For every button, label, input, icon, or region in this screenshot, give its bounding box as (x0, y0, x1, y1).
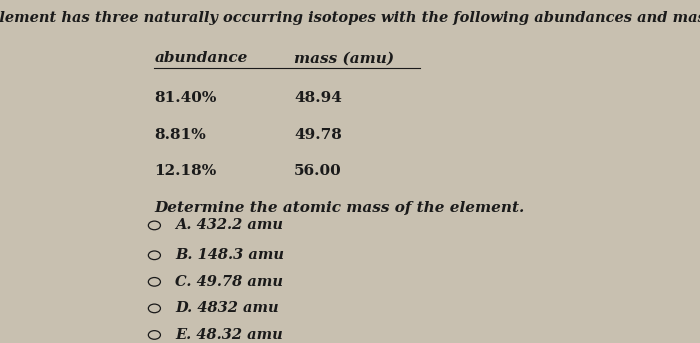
Text: 56.00: 56.00 (294, 164, 342, 178)
Text: 49.78: 49.78 (294, 128, 342, 142)
Text: B. 148.3 amu: B. 148.3 amu (176, 248, 284, 262)
Text: abundance: abundance (155, 51, 248, 65)
Text: E. 48.32 amu: E. 48.32 amu (176, 328, 283, 342)
Text: mass (amu): mass (amu) (294, 51, 394, 65)
Text: An element has three naturally occurring isotopes with the following abundances : An element has three naturally occurring… (0, 11, 700, 25)
Text: Determine the atomic mass of the element.: Determine the atomic mass of the element… (155, 201, 524, 214)
Text: 81.40%: 81.40% (155, 91, 217, 105)
Text: D. 4832 amu: D. 4832 amu (176, 301, 279, 316)
Text: 8.81%: 8.81% (155, 128, 206, 142)
Text: 48.94: 48.94 (294, 91, 342, 105)
Text: 12.18%: 12.18% (155, 164, 216, 178)
Text: C. 49.78 amu: C. 49.78 amu (176, 275, 284, 289)
Text: A. 432.2 amu: A. 432.2 amu (176, 218, 284, 233)
